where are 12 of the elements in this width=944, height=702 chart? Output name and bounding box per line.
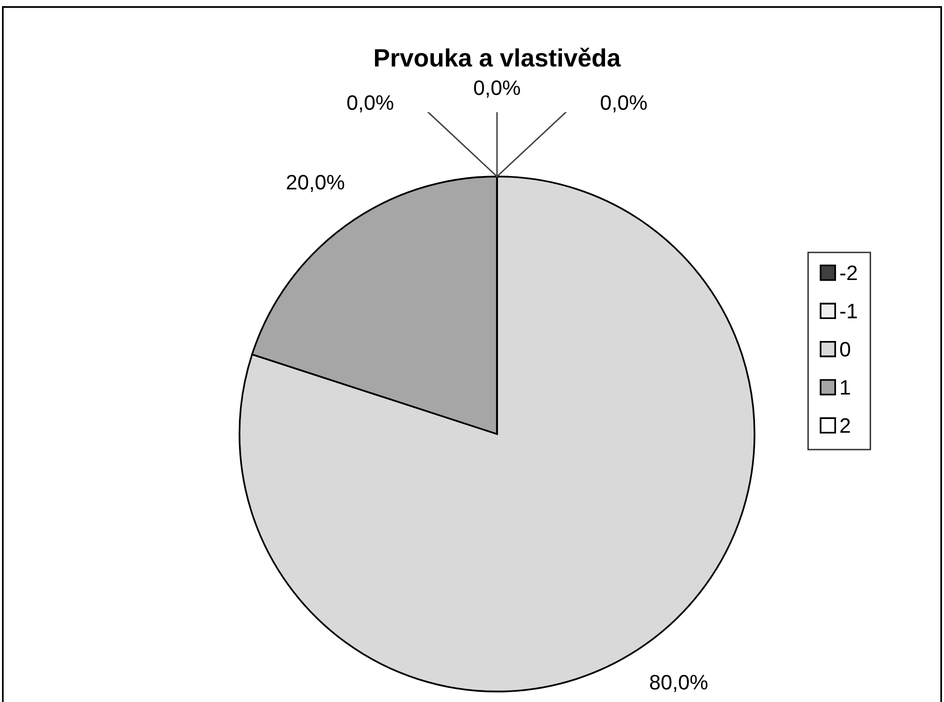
legend-label: -1 — [840, 304, 857, 318]
legend-label: 0 — [840, 342, 850, 357]
chart-title: Prvouka a vlastivěda — [375, 48, 621, 67]
legend-label: -2 — [840, 266, 857, 280]
data-label: 20,0% — [286, 174, 344, 192]
text: 0,0% — [600, 95, 647, 112]
text: 0,0% — [347, 95, 394, 112]
pie-slice — [238, 176, 756, 692]
data-label: 80,0% — [650, 674, 708, 692]
legend-label: 1 — [840, 380, 850, 395]
text: 0,0% — [474, 80, 520, 98]
legend-label: 2 — [840, 418, 850, 433]
